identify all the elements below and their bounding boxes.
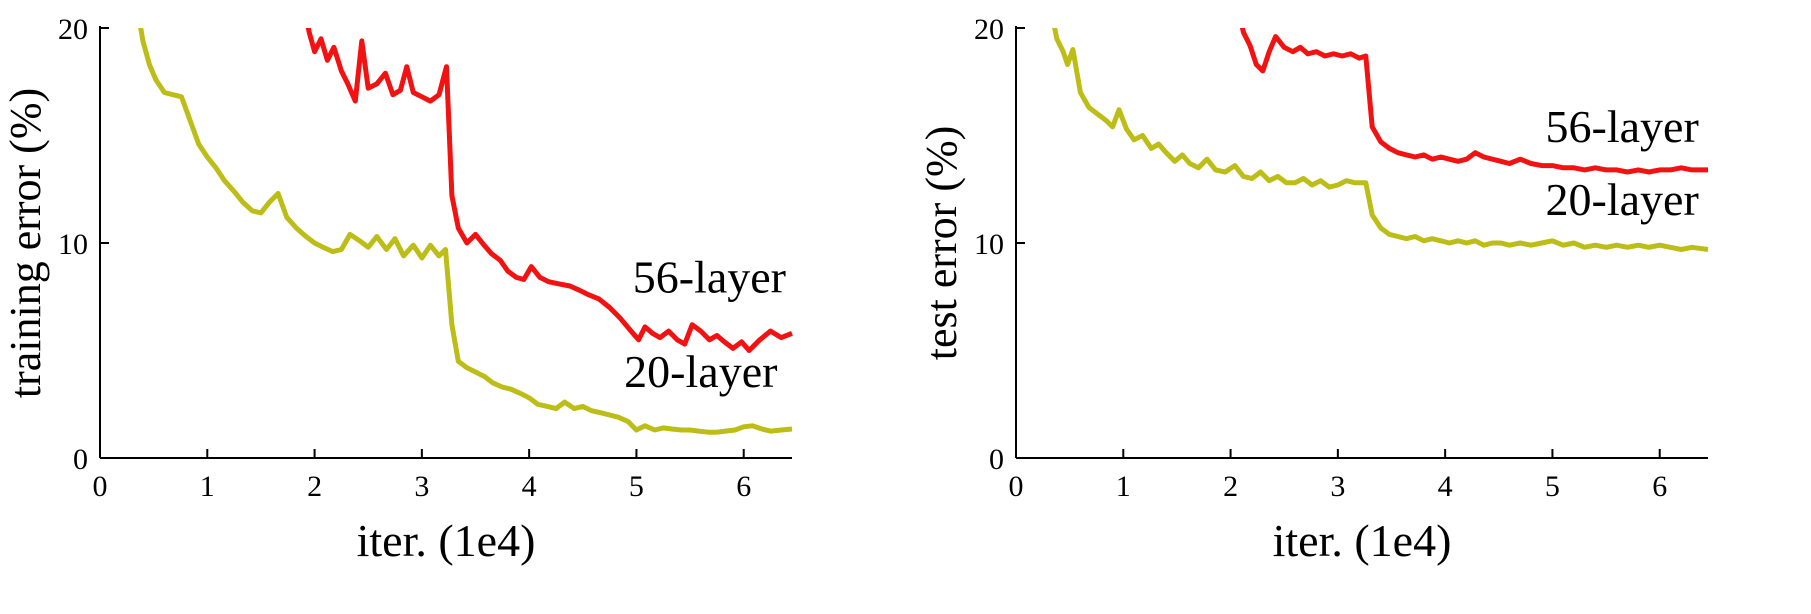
y-tick-label: 0 <box>73 443 88 476</box>
series-line-56-layer <box>1239 28 1708 175</box>
series-line-20-layer <box>138 28 793 435</box>
test-y-axis-label: test error (%) <box>917 126 966 361</box>
test-error-chart: 0 1 2 3 4 5 6 0 10 20 56-layer 20-layer test error … <box>916 0 1811 614</box>
x-tick-label: 5 <box>629 470 644 503</box>
series-label-20-layer: 20-layer <box>1546 174 1699 225</box>
series-line-56-layer <box>305 28 793 353</box>
x-tick-label: 5 <box>1545 470 1560 503</box>
x-tick-label: 0 <box>1009 470 1024 503</box>
y-tick-label: 20 <box>58 13 88 46</box>
series-label-20-layer: 20-layer <box>624 346 777 397</box>
x-tick-label: 1 <box>200 470 215 503</box>
x-tick-label: 6 <box>736 470 751 503</box>
series-group <box>1052 28 1709 252</box>
series-group <box>138 28 793 435</box>
y-tick-label: 0 <box>989 443 1004 476</box>
training-plot-area: 0 1 2 3 4 5 6 0 10 20 56-layer 20-layer <box>58 13 793 503</box>
x-tick-label: 3 <box>414 470 429 503</box>
training-y-axis-label: training error (%) <box>1 88 50 398</box>
test-x-axis-label: iter. (1e4) <box>1273 515 1452 566</box>
x-tick-label: 0 <box>93 470 108 503</box>
x-tick-label: 4 <box>1438 470 1453 503</box>
y-tick-label: 20 <box>974 13 1004 46</box>
test-error-plot-svg: 0 1 2 3 4 5 6 0 10 20 56-layer 20-layer test error … <box>917 13 1709 566</box>
test-plot-area: 0 1 2 3 4 5 6 0 10 20 56-layer 20-layer <box>974 13 1709 503</box>
series-label-56-layer: 56-layer <box>1546 101 1699 152</box>
series-line-20-layer <box>1052 28 1709 252</box>
training-error-plot-svg: 0 1 2 3 4 5 6 0 10 20 56-layer 20-layer training er… <box>1 13 793 566</box>
training-error-chart: 0 1 2 3 4 5 6 0 10 20 56-layer 20-layer training er… <box>0 0 895 614</box>
series-label-56-layer: 56-layer <box>633 251 786 302</box>
x-tick-label: 4 <box>522 470 537 503</box>
x-tick-label: 2 <box>307 470 322 503</box>
y-tick-label: 10 <box>974 228 1004 261</box>
x-tick-label: 6 <box>1652 470 1667 503</box>
y-tick-label: 10 <box>58 228 88 261</box>
x-tick-label: 2 <box>1223 470 1238 503</box>
x-tick-label: 1 <box>1116 470 1131 503</box>
x-tick-label: 3 <box>1330 470 1345 503</box>
training-x-axis-label: iter. (1e4) <box>357 515 536 566</box>
